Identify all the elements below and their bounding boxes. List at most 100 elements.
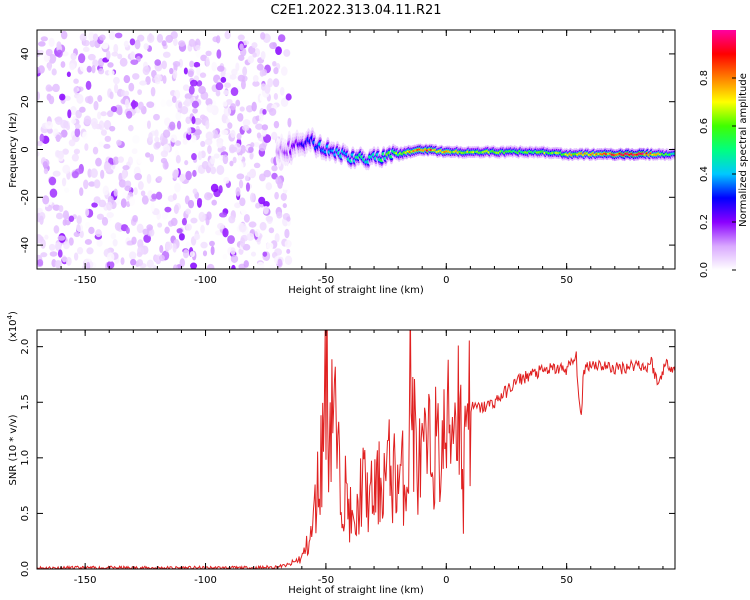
spectrogram-noise-cell	[55, 134, 61, 142]
spectrogram-noise-cell	[174, 140, 182, 146]
spectrogram-noise-cell	[162, 135, 168, 145]
spectrogram-noise-cell	[239, 106, 245, 112]
spectrogram-noise-cell	[174, 182, 181, 193]
snr-xtick-label: -150	[74, 575, 97, 586]
spectrogram-noise-cell	[219, 212, 228, 218]
spectrogram-noise-cell	[143, 43, 149, 51]
spectrogram-noise-cell	[108, 69, 115, 76]
spectrogram-noise-cell	[204, 192, 213, 201]
spectrogram-noise-cell	[103, 143, 111, 149]
spectrogram-noise-cell	[154, 136, 160, 143]
spectrogram-noise-cell	[114, 83, 119, 94]
spectrogram-noise-cell	[40, 252, 48, 258]
spectrogram-noise-cell	[53, 225, 60, 234]
spectrogram-ridge-cell	[672, 152, 675, 155]
spectrogram-noise-cell	[205, 50, 212, 57]
spectrogram-noise-cell	[63, 95, 71, 101]
spectrogram-noise-cell	[109, 125, 116, 132]
spectrogram-noise-cell	[84, 208, 90, 217]
spectrogram-noise-cell	[114, 32, 123, 39]
spectrogram-noise-cell	[239, 237, 246, 248]
spectrogram-noise-cell	[282, 203, 287, 209]
spectrogram-noise-cell	[92, 59, 99, 67]
spectrogram-noise-cell	[107, 62, 114, 68]
spectrogram-noise-cell	[230, 129, 236, 139]
spectrogram-noise-cell	[83, 179, 89, 190]
spectrogram-noise-cell	[277, 258, 283, 267]
spectrogram-noise-cell	[79, 62, 87, 73]
spectrogram-noise-cell	[276, 211, 283, 219]
spectrogram-noise-cell	[42, 195, 50, 205]
spectrogram-noise-cell	[256, 63, 264, 71]
spectrogram-noise-cell	[154, 141, 161, 149]
spectrogram-noise-cell	[202, 250, 208, 257]
snr-panel: -150 -100 -50 0 50 0.0 0.5 1.0 1.5 2.0 Height of …	[6, 311, 676, 596]
spectrogram-noise-cell	[201, 161, 209, 170]
spectrogram-noise-cell	[43, 168, 49, 175]
spectrogram-noise-cell	[191, 116, 196, 125]
spectrogram-noise-cell	[60, 129, 68, 138]
spectrogram-noise-cell	[242, 119, 251, 126]
spectrogram-noise-cell	[172, 193, 177, 201]
spectrogram-noise-cell	[240, 79, 246, 90]
spectrogram-noise-cell	[100, 169, 105, 180]
spectrogram-noise-cell	[45, 84, 53, 92]
spectrogram-noise-cell	[246, 171, 253, 178]
spectrogram-noise-cell	[107, 110, 114, 118]
spectrogram-noise-cell	[165, 99, 173, 107]
spectrogram-noise-cell	[95, 229, 102, 238]
spectrogram-noise-cell	[182, 137, 188, 145]
spectrogram-ytick-label: -40	[20, 237, 31, 253]
spectrogram-noise-cell	[153, 113, 160, 121]
spectrogram-noise-cell	[37, 151, 40, 157]
spectrogram-noise-cell	[236, 132, 242, 140]
spectrogram-noise-cell	[130, 51, 136, 60]
spectrogram-noise-cell	[171, 95, 177, 104]
spectrogram-noise-cell	[86, 247, 94, 255]
snr-ticks: -150 -100 -50 0 50 0.0 0.5 1.0 1.5 2.0	[20, 330, 675, 586]
snr-ytick-label: 0.5	[20, 505, 31, 521]
spectrogram-noise-cell	[137, 89, 143, 95]
spectrogram-noise-cell	[284, 228, 290, 239]
spectrogram-noise-cell	[37, 140, 43, 147]
spectrogram-noise-cell	[229, 74, 237, 80]
spectrogram-noise-cell	[47, 63, 52, 71]
spectrogram-noise-cell	[123, 75, 131, 84]
spectrogram-noise-cell	[162, 75, 167, 84]
spectrogram-noise-cell	[84, 143, 89, 151]
spectrogram-noise-cell	[47, 128, 53, 134]
snr-ytick-label: 2.0	[20, 339, 31, 355]
spectrogram-noise-cell	[93, 196, 101, 204]
spectrogram-noise-cell	[249, 192, 255, 203]
spectrogram-noise-cell	[37, 259, 44, 267]
colorbar: 0.0 0.2 0.4 0.6 0.8 Normalized spectral ampl…	[699, 30, 749, 278]
spectrogram-noise-cell	[142, 228, 149, 236]
snr-xtick-label: 0	[443, 575, 449, 586]
colorbar-tick-label: 0.8	[699, 70, 710, 86]
spectrogram-noise-cell	[282, 183, 290, 191]
spectrogram-noise-cell	[129, 38, 136, 46]
spectrogram-noise-cell	[54, 260, 62, 269]
colorbar-gradient	[712, 30, 736, 270]
spectrogram-noise-cell	[178, 233, 185, 241]
spectrogram-noise-cell	[99, 34, 106, 41]
spectrogram-noise-cell	[247, 55, 255, 64]
spectrogram-noise-cell	[280, 66, 288, 76]
spectrogram-noise-cell	[79, 230, 84, 239]
spectrogram-noise-cell	[142, 65, 150, 76]
spectrogram-noise-cell	[216, 139, 224, 149]
spectrogram-noise-cell	[87, 168, 92, 178]
spectrogram-noise-cell	[137, 181, 144, 190]
spectrogram-noise-cell	[79, 187, 84, 196]
spectrogram-noise-cell	[52, 204, 61, 211]
spectrogram-noise-cell	[222, 154, 229, 165]
snr-ytick-label: 1.0	[20, 450, 31, 466]
spectrogram-noise-cell	[172, 69, 178, 80]
spectrogram-noise-cell	[224, 72, 232, 81]
spectrogram-noise-cell	[179, 173, 185, 183]
spectrogram-noise-cell	[112, 239, 118, 247]
snr-xlabel: Height of straight line (km)	[288, 585, 424, 596]
spectrogram-noise-cell	[251, 42, 258, 49]
spectrogram-noise-cell	[149, 228, 155, 237]
spectrogram-noise-cell	[68, 139, 76, 147]
